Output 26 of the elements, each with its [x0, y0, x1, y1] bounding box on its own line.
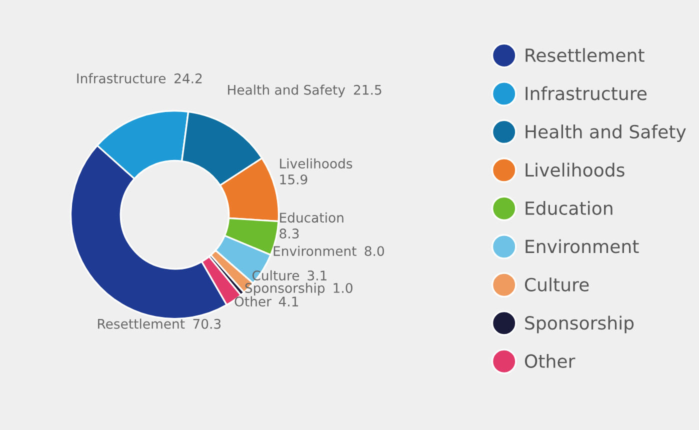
data-label: 24.2	[174, 73, 202, 84]
legend-label: Education	[526, 201, 612, 215]
legend-label: Other	[524, 354, 576, 368]
slice-label: Health and Safety	[228, 84, 346, 98]
legend-label: Environment	[526, 239, 639, 254]
data-label: 21.5	[354, 84, 382, 95]
legend-label: Culture	[524, 278, 589, 292]
data-label: 1.0	[334, 283, 352, 293]
slice-label: Environment	[274, 246, 356, 256]
data-label: 70.3	[193, 318, 221, 329]
legend-label: Livelihoods	[526, 162, 624, 177]
slice-label: Education	[280, 212, 344, 223]
legend-label: Health and Safety	[526, 124, 686, 142]
legend-label: Sponsorship	[525, 316, 634, 334]
data-label: 8.0	[364, 246, 384, 256]
data-label: 15.9	[280, 174, 308, 184]
legend-label: Resettlement	[526, 48, 644, 62]
data-label: 3.1	[308, 270, 326, 280]
legend-label: Infrastructure	[526, 86, 647, 100]
slice-label: Infrastructure	[77, 73, 166, 84]
slice-label: Other	[234, 296, 272, 307]
slice-label: Livelihoods	[280, 158, 352, 169]
slice-label: Sponsorship	[245, 282, 325, 296]
data-label: 4.1	[278, 296, 298, 306]
slice-label: Resettlement	[98, 318, 185, 329]
data-label: 8.3	[280, 228, 299, 239]
